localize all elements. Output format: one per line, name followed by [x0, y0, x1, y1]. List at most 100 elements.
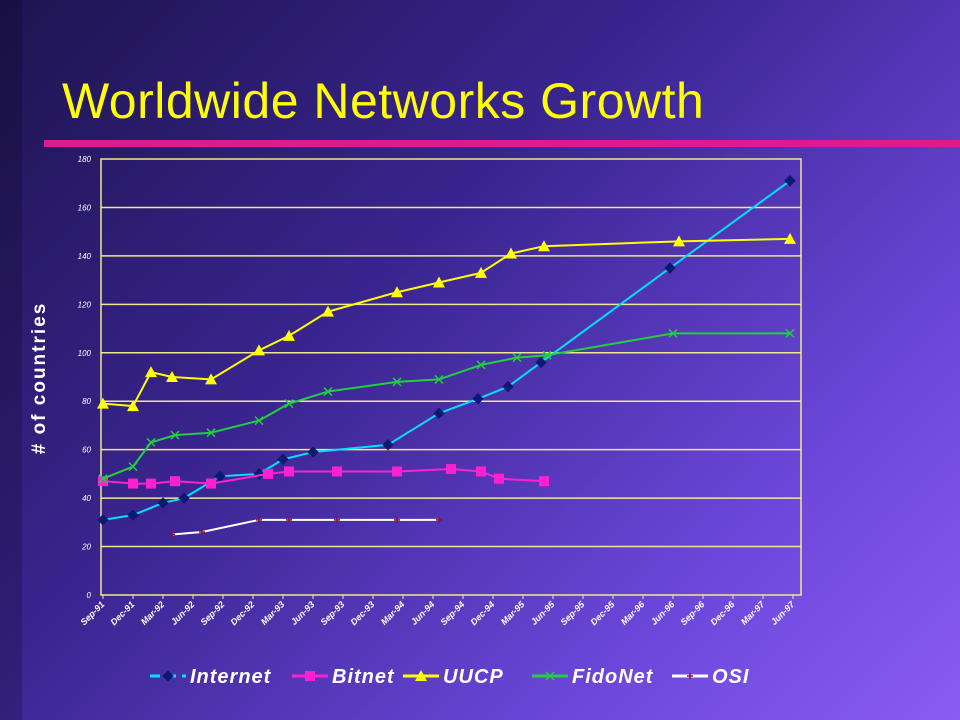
data-point-fidonet	[392, 377, 402, 387]
data-point-bitnet	[98, 476, 108, 487]
data-point-fidonet	[146, 437, 156, 447]
data-point-bitnet	[539, 476, 549, 487]
y-tick-label: 100	[78, 349, 92, 358]
data-point-uucp	[283, 329, 295, 341]
data-point-fidonet	[170, 430, 180, 440]
legend-label: UUCP	[443, 666, 504, 688]
x-tick-label: Jun-93	[289, 599, 317, 627]
data-point-osi	[169, 531, 175, 538]
title-rule	[44, 140, 960, 147]
series-line-fidonet	[102, 332, 790, 480]
legend-marker	[305, 671, 315, 681]
slide-title: Worldwide Networks Growth	[62, 73, 705, 129]
series-internet	[97, 175, 796, 526]
data-point-uucp	[166, 371, 178, 382]
data-point-bitnet	[206, 478, 216, 489]
data-point-osi	[394, 516, 400, 523]
data-point-fidonet	[434, 374, 444, 384]
legend-marker	[162, 670, 174, 682]
legend-item-uucp: UUCP	[403, 666, 504, 688]
x-tick-label: Sep-91	[78, 599, 106, 627]
data-point-fidonet	[785, 328, 795, 338]
series-line-uucp	[102, 237, 791, 408]
x-tick-label: Jun-97	[769, 599, 797, 627]
data-point-internet	[433, 407, 445, 420]
data-point-bitnet	[263, 468, 273, 479]
legend-item-osi: OSI	[672, 666, 749, 688]
data-point-bitnet	[392, 466, 402, 477]
y-tick-label: 160	[78, 203, 92, 212]
x-tick-label: Jun-94	[409, 599, 437, 627]
series-uucp	[97, 232, 796, 412]
data-point-internet	[307, 446, 319, 458]
left-band	[0, 0, 22, 720]
data-point-bitnet	[476, 466, 486, 477]
data-point-bitnet	[146, 478, 156, 489]
legend-marker	[415, 670, 427, 681]
data-point-osi	[256, 516, 262, 523]
data-point-internet	[157, 497, 169, 509]
data-point-bitnet	[494, 473, 504, 484]
legend-marker	[545, 671, 555, 681]
x-tick-label: Dec-95	[588, 599, 617, 628]
legend-label: Bitnet	[332, 666, 395, 688]
data-point-internet	[784, 175, 796, 187]
x-tick-label: Jun-92	[169, 599, 197, 627]
x-tick-label: Dec-93	[348, 599, 376, 627]
data-point-uucp	[322, 305, 334, 317]
data-point-bitnet	[128, 478, 138, 489]
legend-item-internet: Internet	[150, 666, 272, 688]
grid-layer	[100, 158, 802, 596]
data-point-bitnet	[446, 464, 456, 475]
legend-label: OSI	[712, 666, 749, 688]
y-tick-label: 140	[78, 252, 92, 261]
x-tick-label: Mar-97	[739, 599, 767, 627]
data-point-bitnet	[284, 466, 294, 477]
x-tick-label: Mar-92	[139, 599, 167, 627]
data-point-internet	[664, 262, 676, 274]
y-tick-label: 120	[78, 300, 92, 309]
data-point-uucp	[205, 373, 217, 385]
data-point-internet	[502, 380, 514, 393]
x-tick-label: Dec-96	[708, 599, 737, 628]
data-point-uucp	[97, 397, 109, 409]
data-point-uucp	[391, 286, 403, 298]
data-point-internet	[97, 514, 109, 526]
legend-label: FidoNet	[572, 666, 654, 688]
x-tick-label: Sep-94	[438, 599, 466, 627]
legend-layer: Internet Bitnet UUCP FidoNet OSI	[150, 666, 749, 688]
data-point-fidonet	[128, 462, 138, 472]
y-axis-label: # of countries	[29, 302, 50, 455]
data-point-fidonet	[284, 399, 294, 409]
data-point-bitnet	[332, 466, 342, 477]
data-point-internet	[472, 393, 484, 405]
x-tick-label: Sep-95	[558, 599, 587, 628]
legend-marker	[687, 673, 693, 679]
data-point-bitnet	[170, 476, 180, 487]
x-tick-label: Mar-93	[259, 599, 287, 627]
x-tick-label: Sep-93	[318, 599, 346, 627]
data-point-uucp	[253, 344, 265, 356]
data-point-fidonet	[668, 328, 678, 338]
legend-item-fidonet: FidoNet	[532, 666, 654, 688]
series-osi	[169, 516, 442, 538]
legend-label: Internet	[190, 666, 272, 688]
x-tick-label: Mar-95	[499, 599, 527, 627]
data-point-internet	[178, 492, 190, 504]
data-point-osi	[334, 516, 340, 523]
data-point-uucp	[673, 235, 685, 247]
data-point-uucp	[433, 276, 445, 288]
plot-frame	[100, 158, 802, 596]
data-point-uucp	[127, 400, 139, 412]
y-tick-label: 80	[82, 397, 91, 406]
data-point-uucp	[475, 266, 487, 278]
legend-item-bitnet: Bitnet	[292, 666, 395, 688]
data-point-uucp	[145, 366, 157, 378]
data-point-fidonet	[98, 474, 108, 484]
y-tick-label: 60	[82, 446, 91, 455]
data-point-fidonet	[542, 350, 552, 360]
data-point-uucp	[505, 247, 517, 259]
data-point-fidonet	[476, 360, 486, 370]
